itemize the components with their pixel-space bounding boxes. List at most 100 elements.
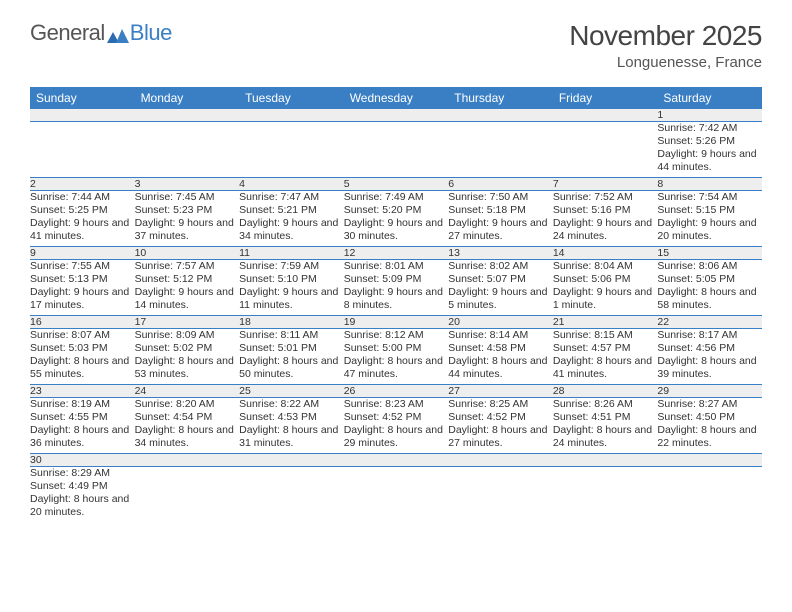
sunset-text: Sunset: 4:52 PM <box>344 411 449 424</box>
day-cell <box>553 122 658 178</box>
weekday-header: Tuesday <box>239 87 344 109</box>
calendar-table: Sunday Monday Tuesday Wednesday Thursday… <box>30 87 762 523</box>
sunset-text: Sunset: 5:25 PM <box>30 204 135 217</box>
sunset-text: Sunset: 4:55 PM <box>30 411 135 424</box>
daylight-text: Daylight: 9 hours and 14 minutes. <box>135 286 240 312</box>
sunrise-text: Sunrise: 8:12 AM <box>344 329 449 342</box>
day-cell: Sunrise: 7:50 AMSunset: 5:18 PMDaylight:… <box>448 191 553 247</box>
day-cell <box>657 467 762 523</box>
sunset-text: Sunset: 4:57 PM <box>553 342 658 355</box>
day-number: 30 <box>30 454 135 467</box>
day-number: 7 <box>553 178 658 191</box>
day-number <box>30 109 135 122</box>
sunrise-text: Sunrise: 7:47 AM <box>239 191 344 204</box>
day-cell: Sunrise: 8:15 AMSunset: 4:57 PMDaylight:… <box>553 329 658 385</box>
day-number: 21 <box>553 316 658 329</box>
sunset-text: Sunset: 5:16 PM <box>553 204 658 217</box>
day-number <box>135 109 240 122</box>
weekday-header: Sunday <box>30 87 135 109</box>
day-content-row: Sunrise: 7:44 AMSunset: 5:25 PMDaylight:… <box>30 191 762 247</box>
daylight-text: Daylight: 8 hours and 44 minutes. <box>448 355 553 381</box>
daylight-text: Daylight: 8 hours and 55 minutes. <box>30 355 135 381</box>
day-content-row: Sunrise: 7:55 AMSunset: 5:13 PMDaylight:… <box>30 260 762 316</box>
day-cell: Sunrise: 8:25 AMSunset: 4:52 PMDaylight:… <box>448 398 553 454</box>
day-number <box>344 454 449 467</box>
day-number: 1 <box>657 109 762 122</box>
weekday-header-row: Sunday Monday Tuesday Wednesday Thursday… <box>30 87 762 109</box>
day-number: 14 <box>553 247 658 260</box>
sunset-text: Sunset: 4:53 PM <box>239 411 344 424</box>
day-number: 8 <box>657 178 762 191</box>
daylight-text: Daylight: 9 hours and 17 minutes. <box>30 286 135 312</box>
day-number <box>553 109 658 122</box>
sunrise-text: Sunrise: 8:15 AM <box>553 329 658 342</box>
daylight-text: Daylight: 8 hours and 27 minutes. <box>448 424 553 450</box>
day-number: 3 <box>135 178 240 191</box>
logo: General Blue <box>30 20 172 46</box>
sunset-text: Sunset: 5:18 PM <box>448 204 553 217</box>
day-number <box>239 109 344 122</box>
day-cell <box>135 467 240 523</box>
daylight-text: Daylight: 8 hours and 47 minutes. <box>344 355 449 381</box>
daylight-text: Daylight: 8 hours and 22 minutes. <box>657 424 762 450</box>
day-cell: Sunrise: 8:11 AMSunset: 5:01 PMDaylight:… <box>239 329 344 385</box>
sunrise-text: Sunrise: 7:49 AM <box>344 191 449 204</box>
sunrise-text: Sunrise: 8:25 AM <box>448 398 553 411</box>
day-number-row: 2345678 <box>30 178 762 191</box>
day-cell <box>553 467 658 523</box>
day-cell <box>344 122 449 178</box>
daylight-text: Daylight: 8 hours and 36 minutes. <box>30 424 135 450</box>
sunrise-text: Sunrise: 7:55 AM <box>30 260 135 273</box>
sunset-text: Sunset: 5:13 PM <box>30 273 135 286</box>
daylight-text: Daylight: 8 hours and 58 minutes. <box>657 286 762 312</box>
day-cell <box>239 122 344 178</box>
sunrise-text: Sunrise: 8:01 AM <box>344 260 449 273</box>
sunset-text: Sunset: 4:58 PM <box>448 342 553 355</box>
daylight-text: Daylight: 9 hours and 37 minutes. <box>135 217 240 243</box>
day-cell: Sunrise: 7:44 AMSunset: 5:25 PMDaylight:… <box>30 191 135 247</box>
daylight-text: Daylight: 9 hours and 24 minutes. <box>553 217 658 243</box>
day-number <box>657 454 762 467</box>
day-number <box>135 454 240 467</box>
day-number: 10 <box>135 247 240 260</box>
day-number: 27 <box>448 385 553 398</box>
sunrise-text: Sunrise: 8:23 AM <box>344 398 449 411</box>
sunrise-text: Sunrise: 8:29 AM <box>30 467 135 480</box>
day-number-row: 16171819202122 <box>30 316 762 329</box>
daylight-text: Daylight: 9 hours and 30 minutes. <box>344 217 449 243</box>
day-cell: Sunrise: 8:23 AMSunset: 4:52 PMDaylight:… <box>344 398 449 454</box>
daylight-text: Daylight: 8 hours and 24 minutes. <box>553 424 658 450</box>
day-number: 11 <box>239 247 344 260</box>
daylight-text: Daylight: 8 hours and 34 minutes. <box>135 424 240 450</box>
sunset-text: Sunset: 4:52 PM <box>448 411 553 424</box>
daylight-text: Daylight: 9 hours and 27 minutes. <box>448 217 553 243</box>
day-cell <box>448 122 553 178</box>
day-number-row: 9101112131415 <box>30 247 762 260</box>
day-cell: Sunrise: 8:09 AMSunset: 5:02 PMDaylight:… <box>135 329 240 385</box>
day-number: 15 <box>657 247 762 260</box>
logo-text-blue: Blue <box>130 20 172 46</box>
sunrise-text: Sunrise: 8:06 AM <box>657 260 762 273</box>
flag-icon <box>107 25 129 41</box>
day-number: 9 <box>30 247 135 260</box>
day-number <box>344 109 449 122</box>
day-number: 28 <box>553 385 658 398</box>
daylight-text: Daylight: 8 hours and 39 minutes. <box>657 355 762 381</box>
day-cell: Sunrise: 8:06 AMSunset: 5:05 PMDaylight:… <box>657 260 762 316</box>
sunrise-text: Sunrise: 8:27 AM <box>657 398 762 411</box>
sunset-text: Sunset: 5:02 PM <box>135 342 240 355</box>
day-cell: Sunrise: 8:19 AMSunset: 4:55 PMDaylight:… <box>30 398 135 454</box>
sunset-text: Sunset: 5:03 PM <box>30 342 135 355</box>
day-cell: Sunrise: 7:42 AMSunset: 5:26 PMDaylight:… <box>657 122 762 178</box>
daylight-text: Daylight: 8 hours and 20 minutes. <box>30 493 135 519</box>
day-cell: Sunrise: 7:47 AMSunset: 5:21 PMDaylight:… <box>239 191 344 247</box>
sunset-text: Sunset: 5:26 PM <box>657 135 762 148</box>
day-number: 25 <box>239 385 344 398</box>
day-number: 12 <box>344 247 449 260</box>
sunrise-text: Sunrise: 8:11 AM <box>239 329 344 342</box>
day-cell: Sunrise: 7:59 AMSunset: 5:10 PMDaylight:… <box>239 260 344 316</box>
day-number: 18 <box>239 316 344 329</box>
day-number: 22 <box>657 316 762 329</box>
weekday-header: Monday <box>135 87 240 109</box>
day-cell: Sunrise: 8:20 AMSunset: 4:54 PMDaylight:… <box>135 398 240 454</box>
